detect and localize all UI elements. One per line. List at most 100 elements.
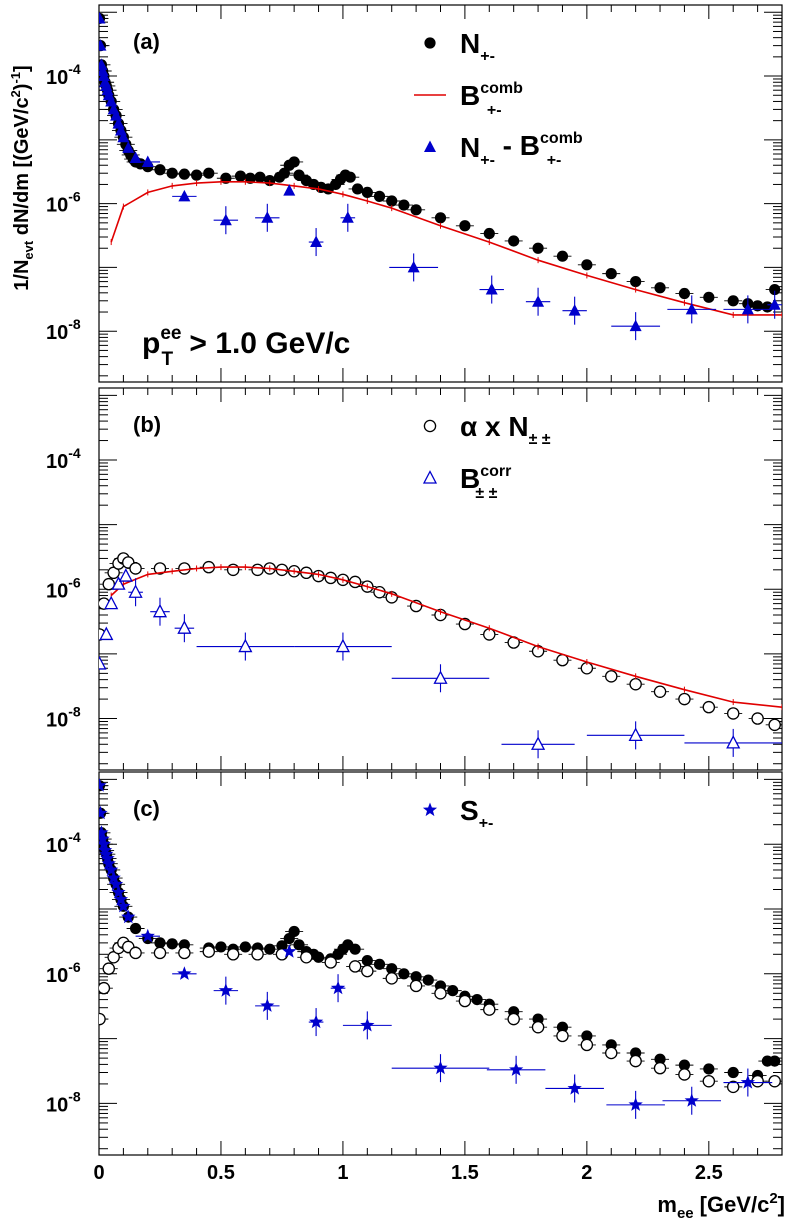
data-point (260, 998, 275, 1012)
data-point (293, 939, 305, 951)
data-point (141, 155, 154, 167)
data-point (726, 735, 741, 749)
series-a-2 (99, 11, 782, 341)
data-point (678, 1059, 691, 1071)
y-ticks-b (99, 394, 782, 765)
data-point (605, 1046, 618, 1060)
data-b (99, 552, 782, 759)
data-point (685, 302, 698, 315)
data-point (407, 260, 420, 273)
data-point (106, 870, 121, 885)
data-point (434, 212, 447, 224)
data-point (166, 167, 178, 179)
data-point (684, 1093, 699, 1107)
x-axis-label: mee [GeV/c2] (657, 1190, 785, 1219)
x-label-main: m (657, 1192, 677, 1217)
y-axis-label: 1/Nevt dN/dm [(GeV/c2)-1] (8, 65, 36, 290)
data-point (99, 778, 107, 792)
legend-label-d: N+- - Bcomb +- (460, 130, 583, 169)
data-point (349, 943, 361, 955)
data-point (111, 885, 126, 899)
legend-sup2: comb (540, 130, 583, 147)
data-point (508, 235, 520, 247)
data-point (630, 275, 642, 288)
data-point (556, 1029, 569, 1043)
data-point (99, 656, 107, 670)
panel-c: 10-410-610-80 0.5 1 1.5 2 2.5(c) S+- (46, 771, 783, 1184)
data-point (244, 172, 256, 184)
data-point (629, 677, 642, 691)
data-point (282, 944, 297, 958)
y-tick-label-a-0: 10-4 (46, 61, 81, 89)
annotation-rest: > 1.0 GeV/c (181, 327, 350, 360)
data-point (581, 259, 593, 271)
series-c-0 (99, 780, 782, 1082)
legend-sub: +- (479, 815, 494, 832)
legend-c: S+- (422, 795, 494, 832)
y-tick-label-exp: -8 (68, 704, 81, 720)
legend-sub: +- (480, 48, 495, 65)
data-point (251, 948, 264, 961)
data-point (99, 58, 108, 70)
data-point (433, 670, 448, 684)
data-point (727, 1066, 739, 1079)
data-point (264, 943, 276, 955)
y-tick-label-c-2: 10-8 (46, 1088, 81, 1116)
data-point (215, 941, 227, 953)
data-point (104, 862, 119, 876)
x-ticks-c (98, 772, 783, 1155)
legend-label-b: Bcorr ± ± (460, 463, 511, 502)
y-tick-label-b-0: 10-4 (46, 445, 81, 473)
data-point (344, 171, 356, 183)
data-point (459, 220, 471, 232)
legend-sup: comb (480, 80, 523, 97)
y-tick-label-exp: -8 (68, 1088, 81, 1104)
y-label-a: 1/N (11, 260, 33, 291)
data-point (203, 167, 215, 179)
legend-marker-s (422, 802, 438, 817)
data-point (361, 954, 373, 967)
data-point (373, 190, 386, 202)
data-point (567, 1081, 582, 1095)
legend-marker-b (422, 470, 438, 484)
data-point (288, 925, 300, 938)
data-point (154, 164, 166, 176)
data-point (532, 295, 545, 307)
data-point (128, 584, 143, 598)
data-point (741, 302, 754, 315)
data-point (219, 213, 232, 226)
data-point (288, 156, 300, 168)
y-tick-label-exp: -4 (68, 829, 81, 845)
series-b-1 (110, 564, 782, 711)
data-point (422, 974, 434, 986)
data-point (654, 1053, 666, 1065)
y-tick-label-exp: -6 (68, 189, 81, 205)
data-point (568, 304, 581, 316)
data-point (532, 242, 544, 254)
data-point (178, 168, 190, 180)
x-tick-label: 0 (93, 1162, 104, 1184)
data-point (238, 638, 253, 653)
data-point (129, 151, 142, 163)
data-point (202, 945, 216, 958)
legend-sub2: +- (547, 152, 562, 169)
panel-frame-b (98, 387, 783, 771)
data-point (99, 805, 108, 820)
data-point (178, 562, 191, 575)
series-a-1 (110, 178, 782, 318)
data-point (458, 994, 472, 1008)
legend-main: B (460, 463, 480, 494)
data-point (485, 283, 498, 295)
legend-sub: +- (487, 102, 502, 119)
data-point (409, 979, 423, 993)
y-tick-label-base: 10 (46, 67, 68, 89)
data-point (605, 670, 618, 683)
data-point (166, 938, 178, 950)
data-point (99, 981, 111, 995)
data-point (629, 1054, 642, 1068)
legend-label-n: N+- (460, 28, 495, 65)
data-point (703, 291, 715, 303)
x-tick-label: 0.5 (207, 1162, 235, 1184)
data-point (483, 227, 495, 240)
